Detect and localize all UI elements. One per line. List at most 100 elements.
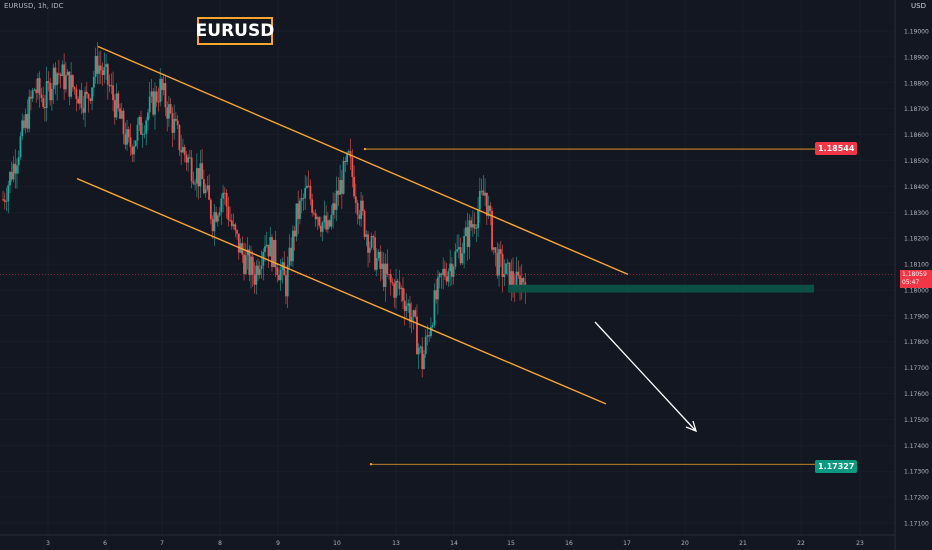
candle-body xyxy=(393,283,396,298)
support-zone xyxy=(508,284,814,293)
candle-body xyxy=(187,157,190,163)
candle-body xyxy=(299,200,301,219)
candle-body xyxy=(323,215,326,223)
candle-body xyxy=(424,336,427,355)
candle-body xyxy=(389,274,392,283)
candle-body xyxy=(293,230,296,237)
candle-body xyxy=(506,262,509,264)
candle-body xyxy=(244,255,247,274)
candle-body xyxy=(444,268,446,277)
candle-body xyxy=(428,335,431,337)
candle-body xyxy=(173,118,176,133)
candle-body xyxy=(430,326,432,337)
candle-body xyxy=(192,181,195,184)
candle-body xyxy=(24,114,27,128)
candle-body xyxy=(398,282,401,289)
candle-body xyxy=(180,150,183,153)
candle-body xyxy=(464,227,467,236)
candle-body xyxy=(232,224,235,227)
candle-body xyxy=(452,266,455,277)
candle-body xyxy=(103,66,106,76)
candle-body xyxy=(94,55,97,77)
candle-body xyxy=(498,249,500,276)
channel-lower-line xyxy=(76,177,607,405)
candle-body xyxy=(155,91,158,102)
candle-body xyxy=(129,137,132,148)
upper-target-tag: 1.18544 xyxy=(815,142,858,155)
candle-body xyxy=(512,271,514,286)
candle-body xyxy=(134,140,137,147)
candle-body xyxy=(92,76,95,88)
candle-body xyxy=(227,206,230,220)
candle-body xyxy=(171,113,174,133)
candle-body xyxy=(361,200,364,211)
channel-upper-line xyxy=(97,45,629,276)
candle-body xyxy=(402,287,404,301)
candle-body xyxy=(7,185,10,202)
candle-body xyxy=(251,256,254,275)
candle-body xyxy=(400,287,403,289)
candle-body xyxy=(278,275,280,281)
candle-body xyxy=(416,316,418,355)
candle-body xyxy=(222,192,224,199)
candle-body xyxy=(131,147,134,155)
candle-body xyxy=(255,265,258,285)
candle-body xyxy=(71,75,74,88)
candle-body xyxy=(386,263,389,275)
candle-body xyxy=(349,151,352,158)
candle-body xyxy=(454,251,457,267)
candle-body xyxy=(66,71,69,76)
time-tick-label: 9 xyxy=(276,540,280,547)
lower-target-price: 1.17327 xyxy=(818,462,855,471)
candle-body xyxy=(374,237,376,270)
candle-body xyxy=(12,163,15,180)
candle-body xyxy=(54,67,57,86)
candle-body xyxy=(265,244,268,247)
candle-body xyxy=(433,290,436,326)
candle-body xyxy=(517,271,520,276)
candle-body xyxy=(126,129,128,145)
candle-body xyxy=(283,262,286,276)
time-tick-label: 22 xyxy=(797,540,805,547)
candle-body xyxy=(290,247,293,262)
candle-body xyxy=(478,190,481,210)
candle-body xyxy=(124,134,127,145)
candle-body xyxy=(475,228,478,229)
candle-body xyxy=(395,280,397,298)
candle-body xyxy=(57,73,60,75)
candle-body xyxy=(471,224,474,228)
candle-body xyxy=(159,78,162,103)
candle-body xyxy=(360,200,362,219)
candle-body xyxy=(356,202,359,215)
candle-body xyxy=(16,165,18,174)
candle-body xyxy=(229,219,231,221)
candle-body xyxy=(145,120,148,134)
candle-body xyxy=(466,227,469,248)
candle-body xyxy=(110,85,113,87)
candle-body xyxy=(288,247,291,266)
candle-body xyxy=(236,230,238,234)
candle-body xyxy=(328,220,331,227)
candle-body xyxy=(99,65,102,71)
upper-target-price: 1.18544 xyxy=(818,144,855,153)
candle-body xyxy=(267,244,270,257)
candle-body xyxy=(449,263,452,272)
candle-body xyxy=(148,96,151,113)
candle-body xyxy=(119,108,121,119)
candle-body xyxy=(150,91,153,97)
candle-body xyxy=(237,233,240,253)
candle-body xyxy=(197,168,200,187)
candle-body xyxy=(51,89,53,101)
candle-body xyxy=(325,215,328,230)
candle-body xyxy=(377,251,380,259)
time-tick-label: 16 xyxy=(565,540,573,547)
candle-body xyxy=(204,189,207,194)
candle-body xyxy=(456,249,459,252)
candle-body xyxy=(326,220,329,230)
candle-body xyxy=(482,190,485,196)
candle-body xyxy=(152,91,155,115)
candle-body xyxy=(264,246,266,253)
current-countdown: 05:47 xyxy=(902,279,920,286)
candle-body xyxy=(106,64,109,85)
